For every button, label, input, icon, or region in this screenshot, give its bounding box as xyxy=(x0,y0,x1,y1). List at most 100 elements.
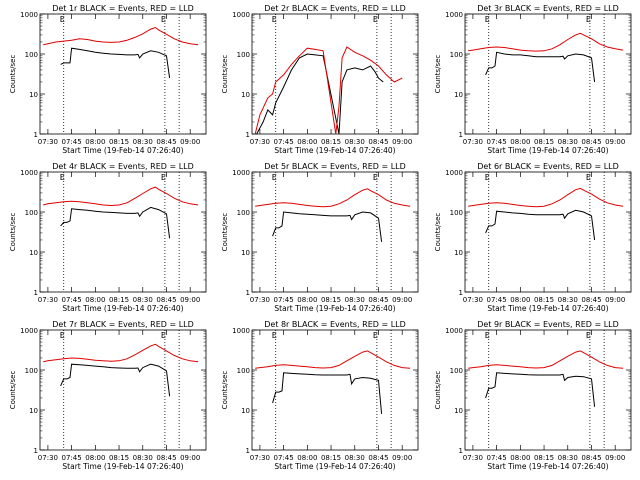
plot-frame xyxy=(251,329,419,451)
x-tick-label: 07:30 xyxy=(463,296,483,304)
event-marker-label: E xyxy=(373,173,378,182)
x-axis-label: Start Time (19-Feb-14 07:26:40) xyxy=(274,462,395,471)
lld-series-line xyxy=(254,46,403,135)
chart-title: Det 7r BLACK = Events, RED = LLD xyxy=(52,320,194,329)
x-tick-label: 07:45 xyxy=(274,454,294,462)
lld-series-line xyxy=(468,350,624,369)
x-tick-label: 08:00 xyxy=(297,454,317,462)
x-tick-label: 08:00 xyxy=(297,296,317,304)
y-tick-label: 1 xyxy=(246,289,250,297)
x-tick-label: 08:45 xyxy=(581,138,601,146)
x-tick-label: 08:00 xyxy=(85,296,105,304)
y-tick-label: 1 xyxy=(34,131,38,139)
x-axis-label: Start Time (19-Feb-14 07:26:40) xyxy=(62,146,183,155)
plot-frame xyxy=(39,13,207,135)
event-marker-label: E xyxy=(272,173,277,182)
y-axis-label: Counts/sec xyxy=(221,213,229,252)
x-tick-label: 07:45 xyxy=(487,296,507,304)
y-tick-label: 1000 xyxy=(20,11,38,19)
chart-title: Det 6r BLACK = Events, RED = LLD xyxy=(477,162,619,171)
x-tick-label: 07:45 xyxy=(62,454,82,462)
events-series-line xyxy=(485,209,596,241)
chart-panel: Det 4r BLACK = Events, RED = LLD 1 10 100 10… xyxy=(9,162,207,313)
chart-panel: Det 5r BLACK = Events, RED = LLD 1 10 100 10… xyxy=(221,162,419,313)
x-tick-label: 08:45 xyxy=(368,296,388,304)
chart-title: Det 3r BLACK = Events, RED = LLD xyxy=(477,4,619,13)
x-tick-label: 09:00 xyxy=(180,296,200,304)
chart-title: Det 9r BLACK = Events, RED = LLD xyxy=(477,320,619,329)
event-marker-label: E xyxy=(586,331,591,340)
chart-panel: Det 3r BLACK = Events, RED = LLD 1 10 100 10… xyxy=(434,4,632,155)
x-tick-label: 08:00 xyxy=(85,454,105,462)
x-tick-label: 07:45 xyxy=(274,296,294,304)
x-tick-label: 08:00 xyxy=(510,454,530,462)
y-tick-label: 1 xyxy=(459,289,463,297)
event-marker-label: E xyxy=(161,173,166,182)
y-tick-label: 10 xyxy=(454,249,463,257)
event-marker-label: E xyxy=(373,15,378,24)
x-axis-label: Start Time (19-Feb-14 07:26:40) xyxy=(274,146,395,155)
x-tick-label: 08:30 xyxy=(133,454,153,462)
x-axis-label: Start Time (19-Feb-14 07:26:40) xyxy=(62,304,183,313)
plot-frame xyxy=(464,171,632,293)
chart-title: Det 8r BLACK = Events, RED = LLD xyxy=(264,320,406,329)
lld-series-line xyxy=(43,186,199,207)
x-tick-label: 08:15 xyxy=(534,138,554,146)
event-marker-label: E xyxy=(60,331,65,340)
y-tick-label: 10 xyxy=(241,407,250,415)
event-marker-label: E xyxy=(586,15,591,24)
event-marker-label: E xyxy=(60,15,65,24)
y-tick-label: 100 xyxy=(25,209,38,217)
y-tick-label: 1 xyxy=(246,447,250,455)
y-tick-label: 10 xyxy=(29,407,38,415)
x-tick-label: 08:45 xyxy=(156,454,176,462)
y-tick-label: 10 xyxy=(29,91,38,99)
lld-series-line xyxy=(43,26,199,46)
event-marker-label: E xyxy=(161,15,166,24)
y-axis-label: Counts/sec xyxy=(434,371,442,410)
x-tick-label: 07:30 xyxy=(463,454,483,462)
y-axis-label: Counts/sec xyxy=(221,55,229,94)
lld-series-line xyxy=(255,188,411,208)
y-axis-label: Counts/sec xyxy=(9,213,17,252)
x-tick-label: 07:45 xyxy=(62,296,82,304)
x-tick-label: 09:00 xyxy=(605,296,625,304)
y-tick-label: 100 xyxy=(237,209,250,217)
x-tick-label: 09:00 xyxy=(180,454,200,462)
events-series-line xyxy=(485,372,596,407)
x-tick-label: 09:00 xyxy=(392,454,412,462)
lld-series-line xyxy=(43,343,199,363)
y-tick-label: 100 xyxy=(450,51,463,59)
chart-title: Det 1r BLACK = Events, RED = LLD xyxy=(52,4,194,13)
y-tick-label: 1 xyxy=(246,131,250,139)
y-tick-label: 100 xyxy=(25,367,38,375)
y-tick-label: 1 xyxy=(34,447,38,455)
x-tick-label: 07:30 xyxy=(250,296,270,304)
x-tick-label: 08:00 xyxy=(297,138,317,146)
x-tick-label: 09:00 xyxy=(392,296,412,304)
x-tick-label: 08:30 xyxy=(345,454,365,462)
y-tick-label: 10 xyxy=(241,91,250,99)
x-tick-label: 07:30 xyxy=(250,138,270,146)
chart-title: Det 2r BLACK = Events, RED = LLD xyxy=(264,4,406,13)
events-series-line xyxy=(60,206,171,239)
x-tick-label: 08:00 xyxy=(85,138,105,146)
lld-series-line xyxy=(468,187,624,208)
y-tick-label: 1000 xyxy=(232,11,250,19)
x-axis-label: Start Time (19-Feb-14 07:26:40) xyxy=(274,304,395,313)
x-tick-label: 08:15 xyxy=(321,454,341,462)
chart-panel: Det 9r BLACK = Events, RED = LLD 1 10 100 10… xyxy=(434,320,632,471)
event-marker-label: E xyxy=(272,331,277,340)
x-axis-label: Start Time (19-Feb-14 07:26:40) xyxy=(487,146,608,155)
y-tick-label: 1 xyxy=(34,289,38,297)
y-tick-label: 1000 xyxy=(445,11,463,19)
event-marker-label: E xyxy=(485,173,490,182)
plot-frame xyxy=(464,329,632,451)
x-tick-label: 09:00 xyxy=(605,454,625,462)
x-tick-label: 08:15 xyxy=(109,296,129,304)
x-tick-label: 08:30 xyxy=(558,296,578,304)
plot-frame xyxy=(251,13,419,135)
y-tick-label: 1000 xyxy=(20,327,38,335)
y-tick-label: 10 xyxy=(454,407,463,415)
x-tick-label: 08:15 xyxy=(534,296,554,304)
